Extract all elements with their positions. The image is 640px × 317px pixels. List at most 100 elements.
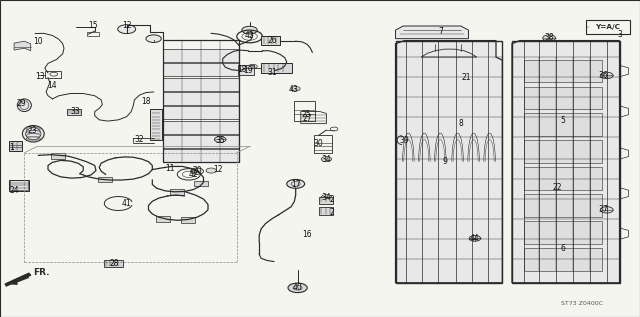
Bar: [512, 41, 620, 283]
Text: 11: 11: [165, 164, 174, 173]
Text: 5: 5: [561, 116, 566, 125]
Text: 17: 17: [291, 180, 301, 189]
Text: 3: 3: [617, 30, 622, 39]
Text: 32: 32: [134, 135, 145, 144]
Text: 2: 2: [329, 208, 334, 217]
Bar: [319, 197, 333, 204]
Bar: [524, 113, 602, 136]
Bar: [261, 36, 280, 45]
Bar: [261, 63, 292, 73]
Text: 42: 42: [244, 31, 255, 40]
Text: 29: 29: [17, 100, 27, 108]
Circle shape: [242, 26, 257, 34]
Text: ST73 Z0400C: ST73 Z0400C: [561, 301, 604, 306]
Text: 35: 35: [215, 136, 225, 145]
Bar: [524, 140, 602, 163]
Bar: [156, 216, 170, 222]
Bar: [396, 41, 502, 283]
Text: 40: 40: [292, 283, 303, 292]
Bar: [67, 109, 81, 115]
Bar: [163, 63, 239, 76]
Text: 31: 31: [268, 68, 278, 77]
Text: 13: 13: [35, 72, 45, 81]
Text: 38: 38: [544, 33, 554, 42]
Bar: [45, 71, 61, 78]
Text: 8: 8: [458, 119, 463, 128]
Circle shape: [543, 35, 556, 41]
Text: 9: 9: [442, 157, 447, 166]
Bar: [181, 217, 195, 223]
Circle shape: [600, 207, 613, 213]
Polygon shape: [396, 41, 502, 283]
Circle shape: [600, 72, 613, 79]
Bar: [238, 65, 254, 75]
Circle shape: [287, 179, 305, 188]
Bar: [9, 180, 29, 191]
Polygon shape: [396, 26, 468, 39]
Bar: [98, 177, 112, 182]
Text: 43: 43: [288, 85, 298, 94]
Ellipse shape: [22, 126, 44, 142]
Text: 16: 16: [302, 230, 312, 239]
Bar: [163, 78, 239, 91]
Text: 33: 33: [70, 107, 81, 116]
Text: 1: 1: [9, 143, 14, 152]
Bar: [10, 180, 28, 190]
Text: 37: 37: [598, 205, 608, 214]
Ellipse shape: [17, 99, 31, 112]
Text: 34: 34: [321, 193, 332, 202]
Bar: [524, 60, 602, 82]
Bar: [524, 194, 602, 217]
Polygon shape: [14, 41, 31, 51]
Text: 15: 15: [88, 21, 98, 30]
Bar: [524, 248, 602, 271]
Bar: [314, 135, 332, 153]
Text: 7: 7: [438, 27, 443, 36]
Text: 18: 18: [141, 97, 150, 106]
Text: 12: 12: [122, 21, 131, 30]
Text: 20: 20: [192, 166, 202, 175]
Bar: [524, 167, 602, 190]
Circle shape: [206, 168, 216, 173]
Text: 19: 19: [243, 66, 253, 75]
Text: 25: 25: [301, 110, 311, 119]
Text: 28: 28: [109, 259, 118, 268]
Bar: [163, 121, 239, 133]
Circle shape: [118, 25, 136, 34]
Bar: [163, 149, 239, 162]
Polygon shape: [512, 41, 620, 283]
Text: Y=A/C: Y=A/C: [595, 24, 621, 30]
Text: 39: 39: [399, 136, 410, 145]
Text: 10: 10: [33, 37, 44, 46]
Text: 21: 21: [461, 73, 470, 82]
Circle shape: [288, 283, 307, 293]
Circle shape: [146, 35, 161, 42]
Bar: [163, 92, 239, 105]
Polygon shape: [5, 273, 31, 286]
Text: 6: 6: [561, 244, 566, 253]
Bar: [9, 141, 22, 151]
Bar: [163, 135, 239, 148]
Text: 27: 27: [302, 114, 312, 123]
Text: 2: 2: [329, 195, 334, 204]
Bar: [150, 109, 162, 140]
Bar: [524, 87, 602, 109]
Text: 34: 34: [321, 155, 332, 164]
Text: 12: 12: [213, 165, 222, 174]
Bar: [294, 101, 315, 121]
Text: 24: 24: [9, 186, 19, 195]
Text: 26: 26: [268, 36, 278, 45]
Circle shape: [469, 236, 481, 241]
Text: 42: 42: [188, 171, 198, 179]
Bar: [586, 20, 630, 34]
Text: 36: 36: [598, 71, 608, 80]
Bar: [194, 181, 208, 186]
Text: 14: 14: [47, 81, 58, 90]
Text: 23: 23: [27, 126, 37, 135]
Bar: [163, 40, 239, 162]
Text: 30: 30: [314, 139, 324, 148]
Text: FR.: FR.: [33, 268, 50, 277]
Bar: [87, 32, 99, 36]
Bar: [319, 207, 333, 215]
Bar: [524, 221, 602, 244]
